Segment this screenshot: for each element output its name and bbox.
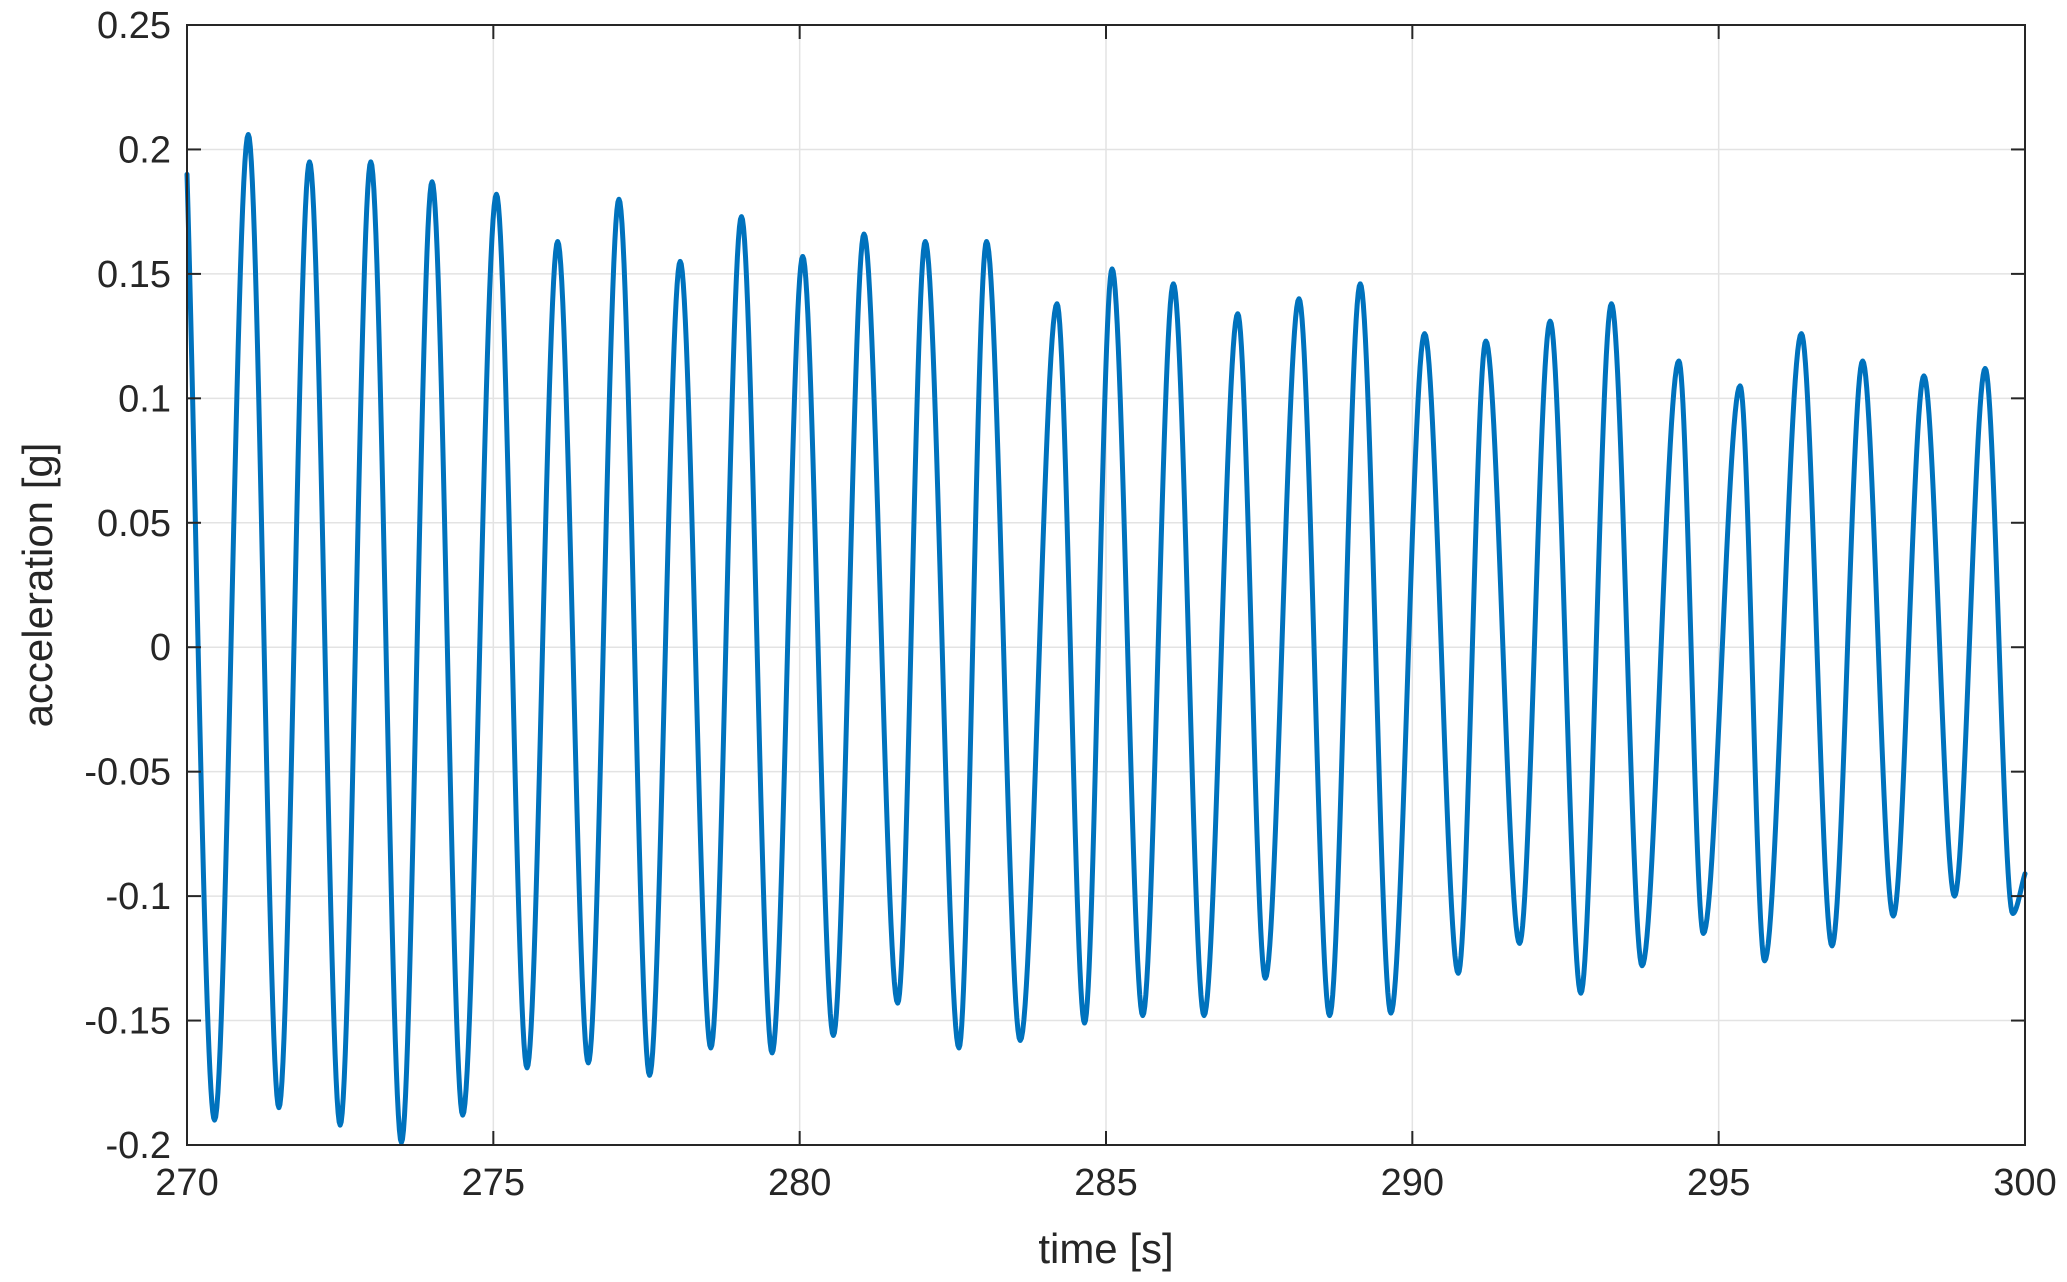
x-tick-label: 300: [1993, 1162, 2056, 1204]
x-axis-title: time [s]: [1038, 1225, 1173, 1272]
series-layer: [184, 132, 2028, 1146]
axis-ticks: [186, 24, 2026, 1146]
x-tick-label: 295: [1687, 1162, 1750, 1204]
x-tick-label: 270: [155, 1162, 218, 1204]
x-tick-label: 280: [768, 1162, 831, 1204]
y-tick-label: 0: [150, 627, 171, 669]
x-tick-label: 275: [462, 1162, 525, 1204]
x-tick-label: 290: [1381, 1162, 1444, 1204]
y-tick-label: 0.05: [97, 503, 171, 545]
x-tick-labels: 270 275 280 285 290 295 300: [155, 1162, 2056, 1204]
y-tick-label: -0.1: [106, 876, 171, 918]
y-tick-label: -0.05: [84, 752, 171, 794]
y-tick-labels: -0.2 -0.15 -0.1 -0.05 0 0.05 0.1 0.15 0.2 0.25: [84, 5, 171, 1167]
y-tick-label: 0.15: [97, 254, 171, 296]
y-tick-label: 0.2: [118, 129, 171, 171]
y-tick-label: 0.25: [97, 5, 171, 47]
y-axis-title: acceleration [g]: [14, 443, 61, 728]
series-line: [184, 132, 2028, 1146]
x-tick-label: 285: [1074, 1162, 1137, 1204]
y-tick-label: -0.15: [84, 1001, 171, 1043]
y-tick-label: 0.1: [118, 378, 171, 420]
y-tick-label: -0.2: [106, 1125, 171, 1167]
